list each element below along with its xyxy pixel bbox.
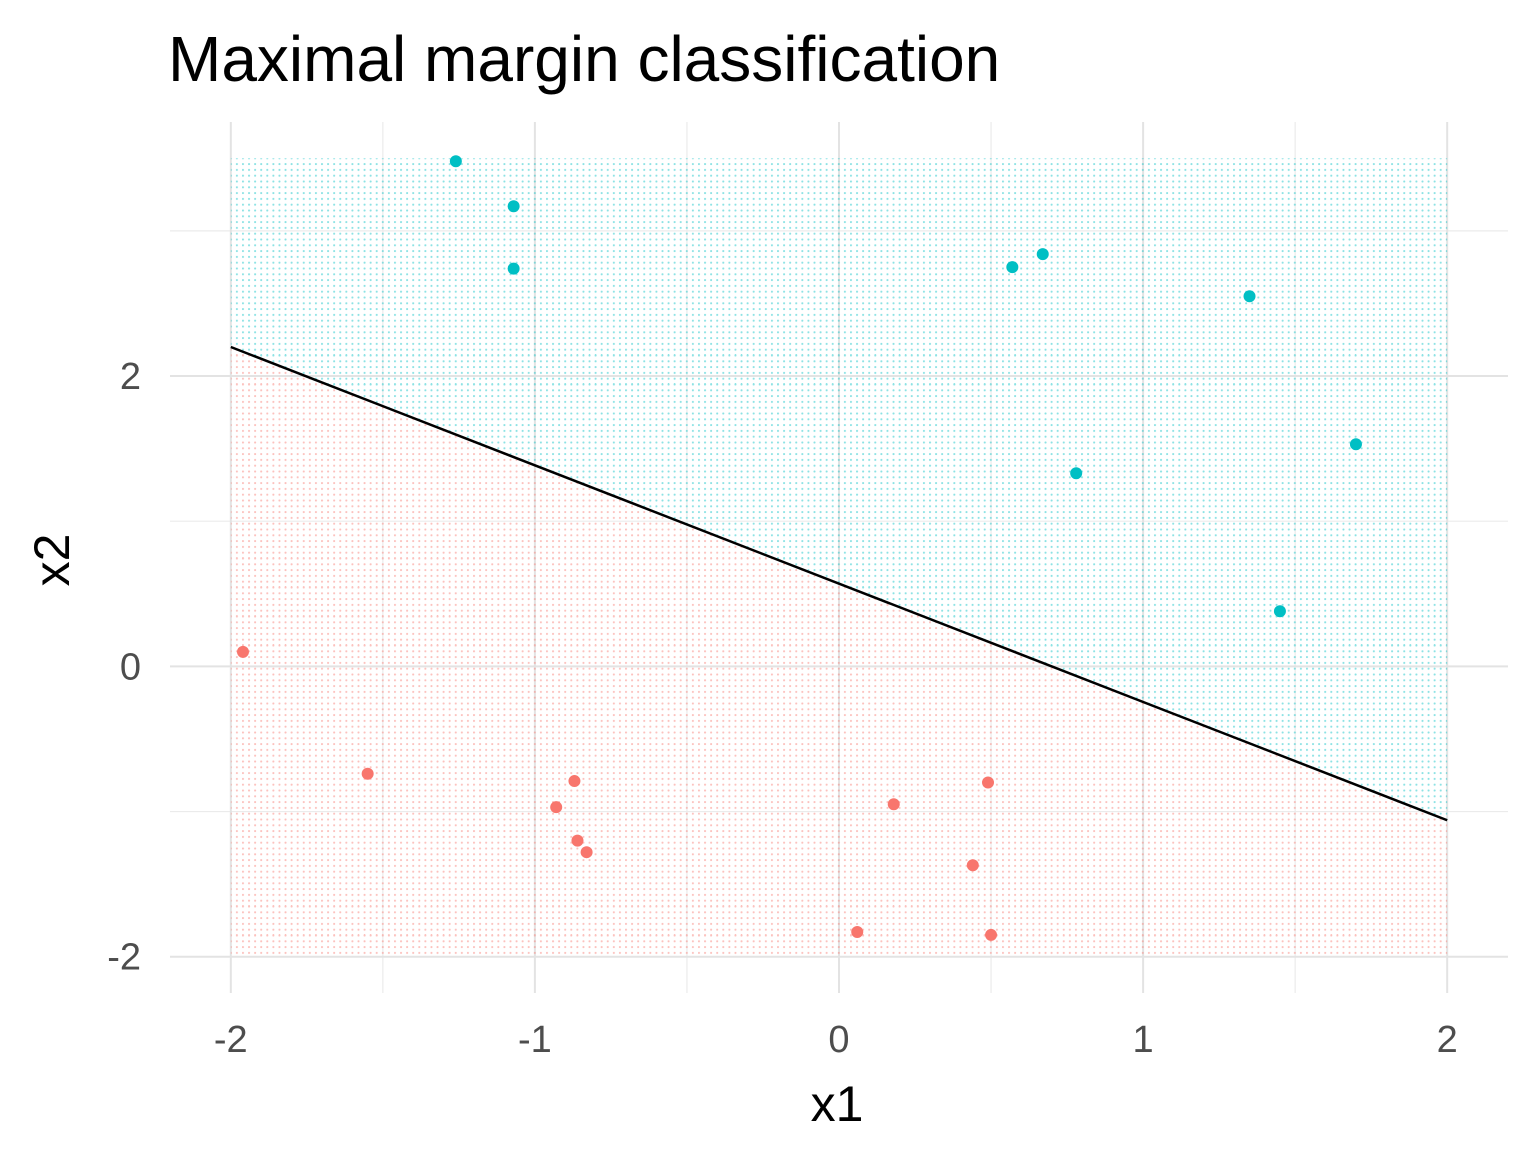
data-point bbox=[887, 798, 900, 811]
data-point bbox=[985, 928, 998, 941]
data-point bbox=[851, 926, 864, 939]
data-point bbox=[550, 801, 563, 814]
x-tick-label: 0 bbox=[828, 1019, 849, 1061]
data-point bbox=[966, 859, 979, 872]
data-point bbox=[449, 155, 462, 168]
x-tick-label: -1 bbox=[518, 1019, 552, 1061]
data-point bbox=[361, 767, 374, 780]
data-point bbox=[568, 775, 581, 788]
x-tick-label: -2 bbox=[214, 1019, 248, 1061]
y-axis-title: x2 bbox=[24, 533, 80, 587]
y-axis-ticks: -2 0 2 bbox=[107, 356, 141, 979]
x-axis-ticks: -2 -1 0 1 2 bbox=[214, 1019, 1458, 1061]
chart-title: Maximal margin classification bbox=[168, 23, 1001, 95]
class-b-region bbox=[230, 158, 1448, 821]
data-point bbox=[1070, 467, 1083, 480]
data-point bbox=[1273, 605, 1286, 618]
data-points bbox=[236, 155, 1362, 941]
data-point bbox=[1036, 248, 1049, 261]
y-tick-label: 2 bbox=[120, 356, 141, 398]
x-tick-label: 1 bbox=[1133, 1019, 1154, 1061]
data-point bbox=[507, 200, 520, 213]
data-point bbox=[982, 776, 995, 789]
class-region-dots bbox=[230, 158, 1448, 957]
data-point bbox=[1349, 438, 1362, 451]
data-point bbox=[236, 645, 249, 658]
y-tick-label: 0 bbox=[120, 646, 141, 688]
data-point bbox=[507, 262, 520, 275]
data-point bbox=[1243, 290, 1256, 303]
data-point bbox=[580, 846, 593, 859]
decision-boundary-layer bbox=[230, 345, 1448, 822]
data-point bbox=[571, 834, 584, 847]
class-a-region bbox=[230, 347, 1448, 957]
x-tick-label: 2 bbox=[1437, 1019, 1458, 1061]
data-point bbox=[1006, 261, 1019, 274]
decision-boundary-line bbox=[230, 345, 1448, 822]
y-tick-label: -2 bbox=[107, 937, 141, 979]
x-axis-title: x1 bbox=[810, 1076, 864, 1132]
